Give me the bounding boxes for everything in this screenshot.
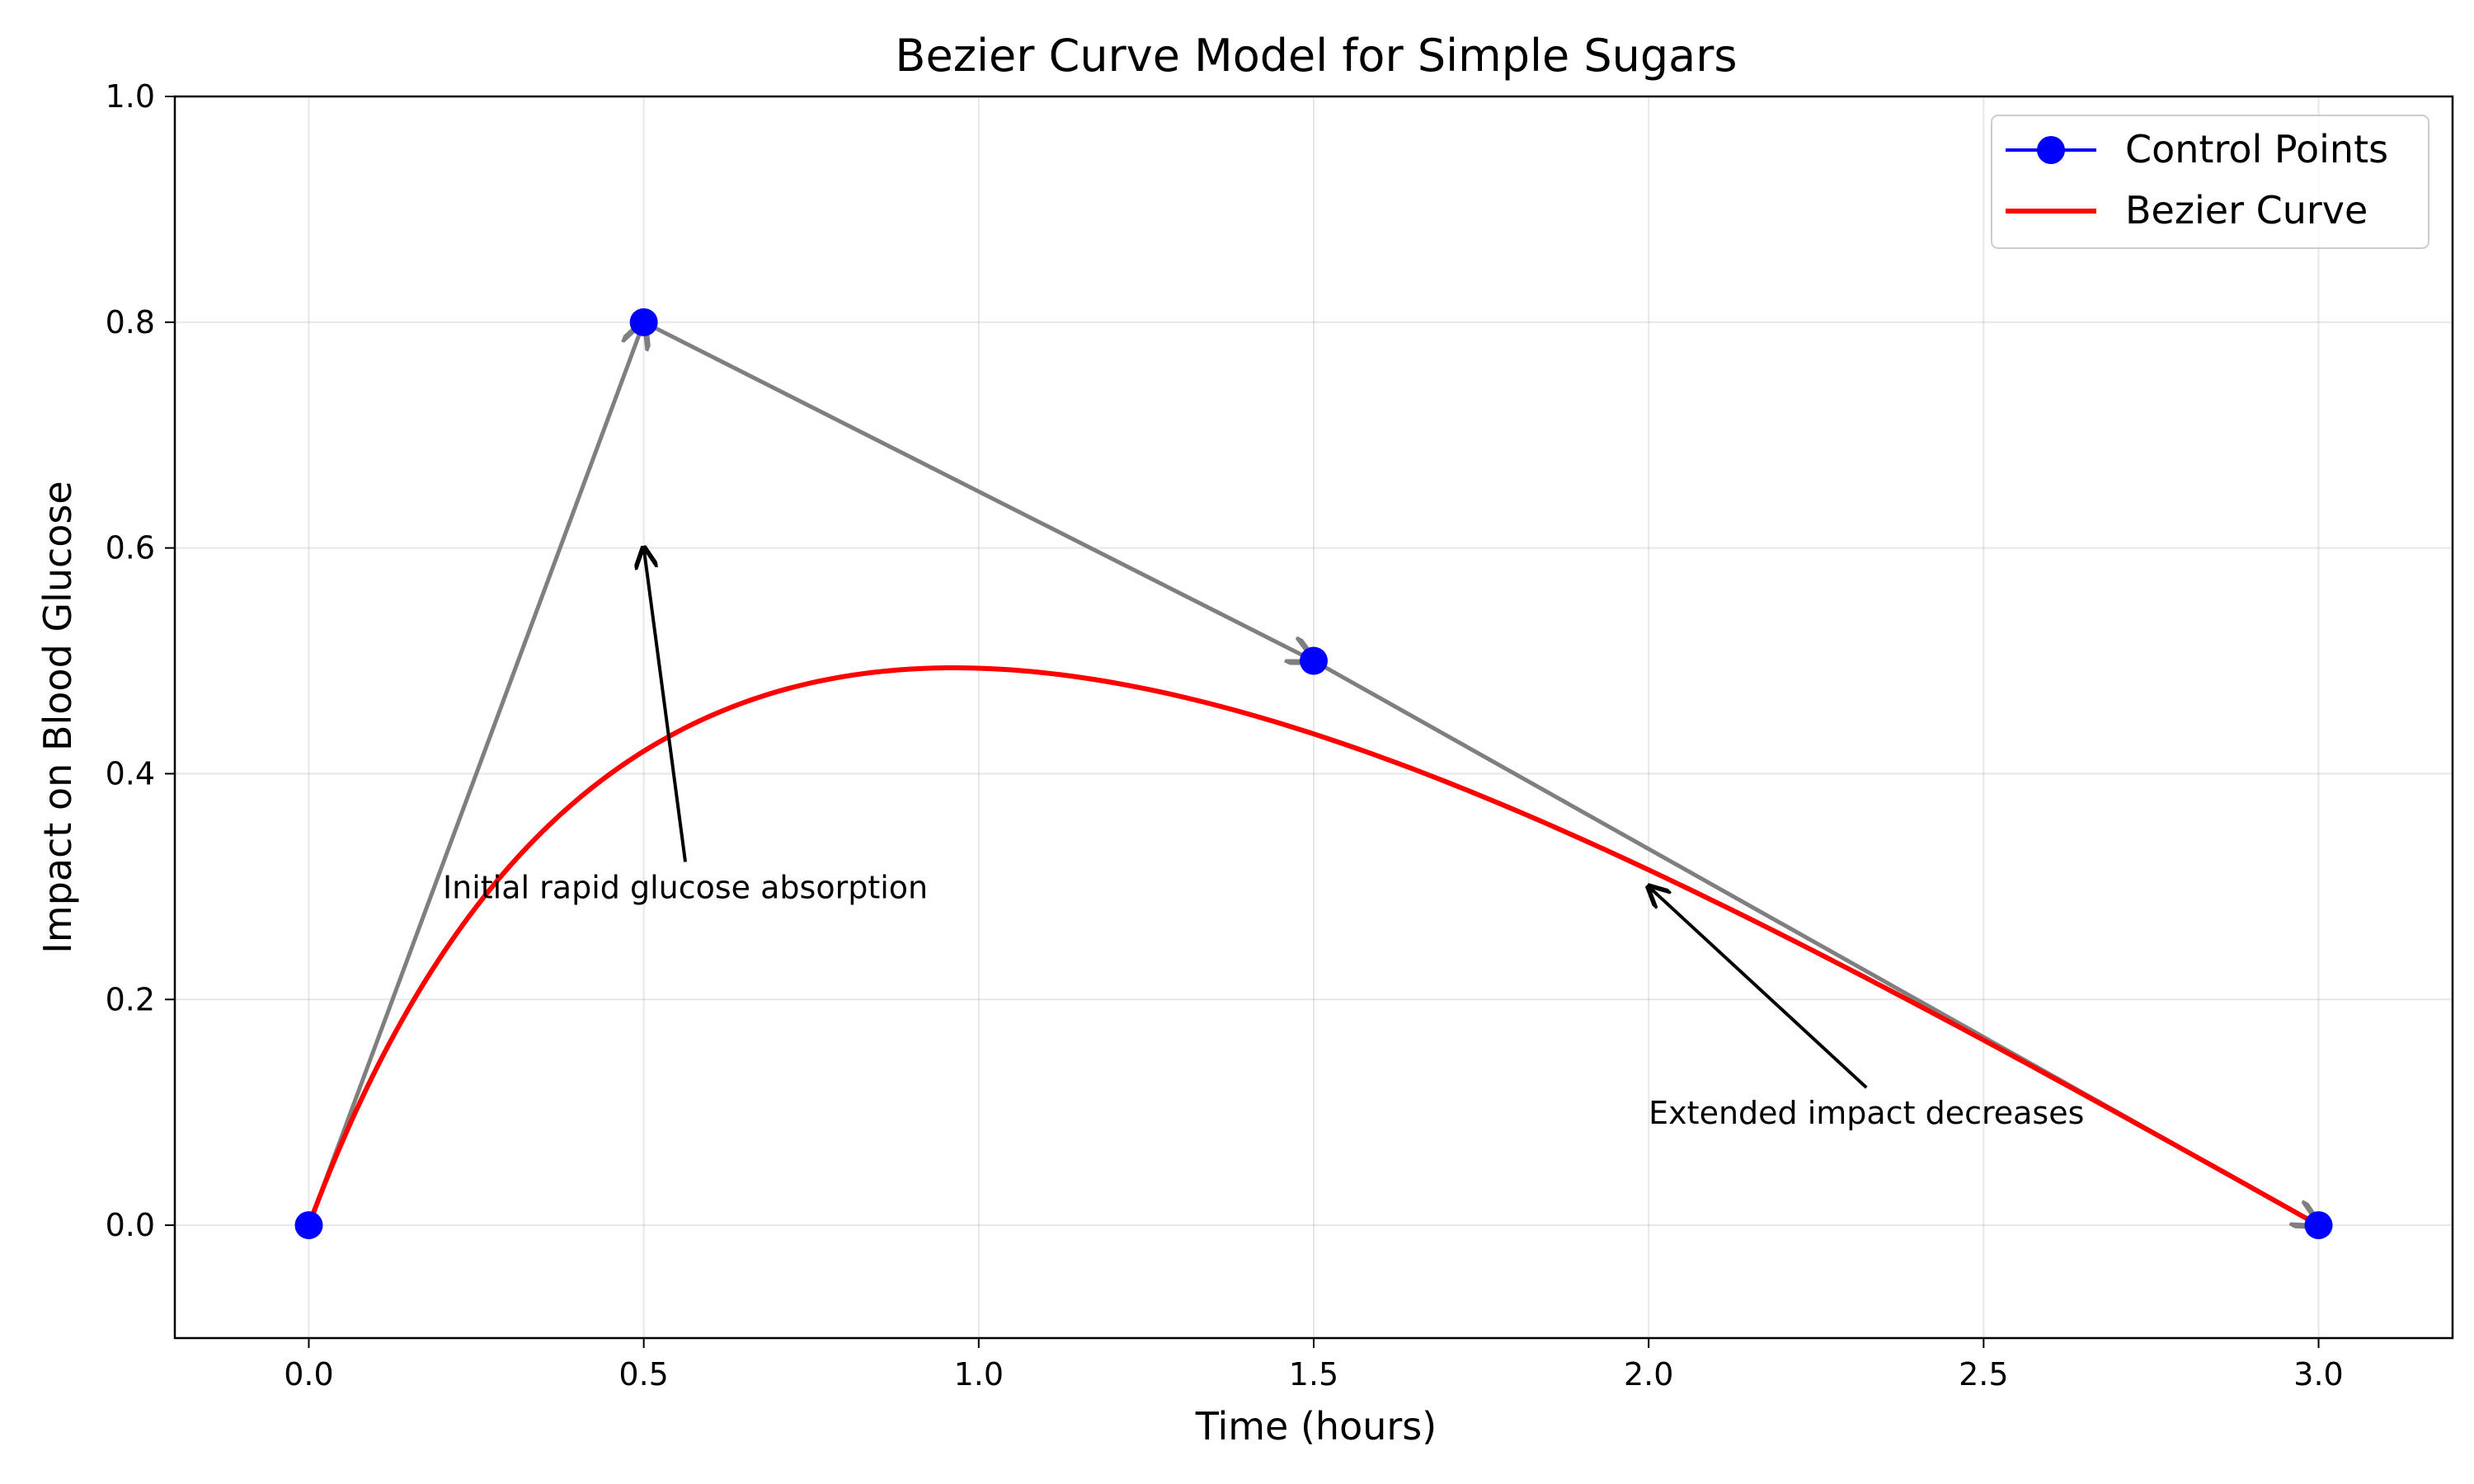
y-tick-label: 0.4 [106,755,155,791]
bezier-curve-line [306,665,2320,1228]
grid [175,96,2453,1338]
annotation-label: Extended impact decreases [1649,1095,2084,1131]
x-tick-label: 1.5 [1289,1356,1338,1392]
annotations: Initial rapid glucose absorption Extended… [443,548,2084,1131]
control-point-marker [294,1211,323,1240]
y-tick-label: 0.6 [106,530,155,566]
legend-box [1991,115,2429,249]
annotation-arrow [644,548,688,862]
x-axis-ticks: 0.0 0.5 1.0 1.5 2.0 2.5 3.0 [284,1338,2344,1392]
control-arrow [307,322,643,1226]
x-tick-label: 2.5 [1959,1356,2008,1392]
control-arrow [642,320,1314,661]
x-tick-label: 1.0 [954,1356,1004,1392]
control-point-markers [294,308,2333,1240]
control-point-marker [629,308,658,336]
legend-control-points-label: Control Points [2125,127,2388,171]
plot-frame [173,95,2454,1340]
chart-title: Bezier Curve Model for Simple Sugars [895,30,1737,82]
legend-control-points-marker [2037,136,2065,164]
y-axis-label: Impact on Blood Glucose [35,481,80,953]
legend: Control Points Bezier Curve [1991,115,2429,249]
y-tick-label: 0.8 [106,304,155,340]
y-tick-label: 1.0 [106,78,155,115]
x-tick-label: 0.5 [618,1356,668,1392]
x-axis-label: Time (hours) [1195,1404,1437,1449]
x-tick-label: 2.0 [1624,1356,1673,1392]
y-tick-label: 0.2 [106,981,155,1017]
annotation-arrow [1649,886,1868,1089]
annotation-label: Initial rapid glucose absorption [443,869,928,905]
x-tick-label: 3.0 [2293,1356,2343,1392]
x-tick-label: 0.0 [284,1356,333,1392]
legend-bezier-curve-label: Bezier Curve [2125,188,2368,232]
control-point-marker [1300,646,1328,675]
control-point-marker [2304,1211,2333,1240]
y-tick-label: 0.0 [106,1207,155,1243]
y-axis-ticks: 0.0 0.2 0.4 0.6 0.8 1.0 [106,78,175,1243]
